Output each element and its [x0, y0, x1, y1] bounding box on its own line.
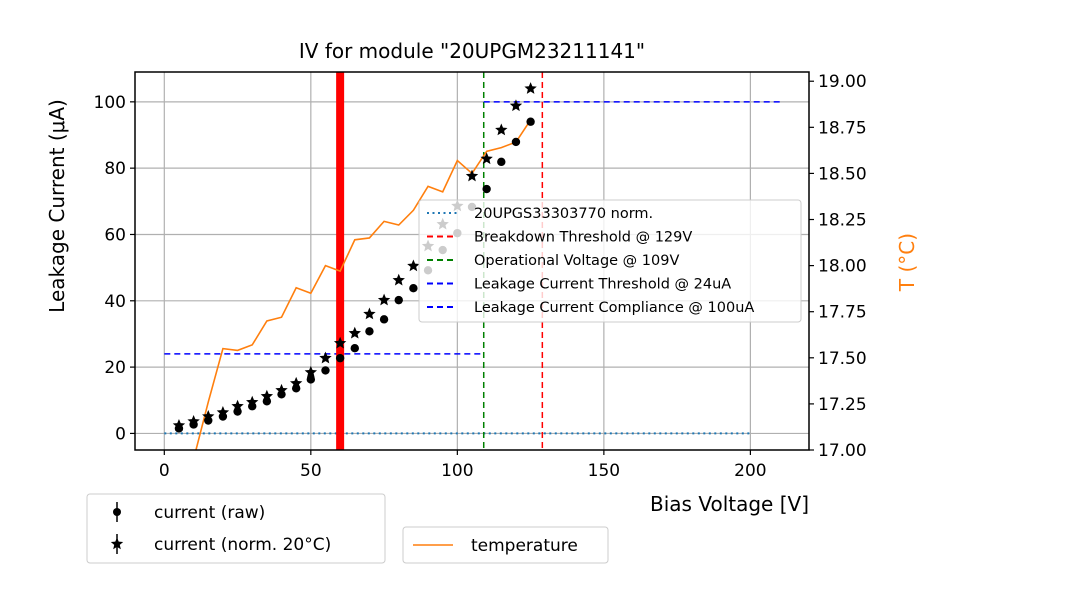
legend-box [418, 199, 802, 323]
y-tick-label: 40 [104, 292, 126, 312]
norm-current-point [377, 293, 391, 306]
norm-current-point [172, 418, 186, 431]
norm-current-point [392, 273, 405, 286]
legend-label: Breakdown Threshold @ 129V [474, 230, 692, 246]
plot-area [164, 72, 780, 450]
legend-label: Operational Voltage @ 109V [474, 253, 679, 269]
norm-current-point [495, 123, 508, 136]
norm-current-point [187, 414, 200, 427]
legend-label: Leakage Current Compliance @ 100uA [474, 300, 754, 316]
legend-thresholds: 20UPGS33303770 norm. Breakdown Threshold … [418, 199, 802, 323]
norm-current-point [333, 336, 347, 349]
legend-star-marker [110, 537, 124, 550]
y-axis-left: 0 20 40 60 80 100 [94, 93, 135, 444]
y-tick-label: 80 [104, 159, 126, 179]
norm-current-point [524, 82, 537, 94]
norm-current-point [246, 395, 259, 408]
norm-current-point [509, 99, 523, 112]
y2-tick-label: 18.75 [818, 118, 867, 138]
raw-current-point [394, 295, 403, 305]
y2-axis-label: T (°C) [895, 233, 919, 292]
legend-label: current (norm. 20°C) [154, 535, 331, 555]
raw-current-point [335, 353, 345, 363]
y2-tick-label: 17.00 [818, 441, 867, 461]
legend-temperature: temperature [402, 526, 609, 564]
raw-current-point [365, 327, 374, 336]
norm-current-point [319, 351, 332, 364]
y2-tick-label: 18.50 [818, 164, 867, 184]
y2-tick-label: 18.25 [818, 211, 867, 231]
norm-current-point [407, 259, 420, 272]
plot-frame [134, 71, 810, 451]
y-tick-label: 20 [104, 358, 126, 378]
x-tick-label: 150 [588, 461, 620, 481]
chart-title: IV for module "20UPGM23211141" [299, 39, 645, 63]
raw-current-point [482, 184, 491, 194]
y2-tick-label: 18.00 [818, 257, 867, 277]
y-tick-label: 60 [104, 225, 126, 245]
legend-label: 20UPGS33303770 norm. [474, 206, 653, 222]
legend-circle-marker [113, 508, 121, 516]
y2-tick-label: 17.25 [818, 395, 867, 415]
raw-current-point [497, 157, 506, 167]
raw-current-point [306, 375, 316, 384]
raw-current-point [526, 117, 535, 126]
y2-tick-label: 17.75 [818, 303, 867, 323]
x-axis: 0 50 100 150 200 [159, 450, 767, 481]
y-tick-label: 100 [94, 93, 126, 113]
x-axis-label: Bias Voltage [V] [650, 492, 809, 516]
x-tick-label: 200 [734, 461, 766, 481]
legend-box [402, 526, 609, 564]
norm-current-point [480, 152, 493, 165]
legend-label: temperature [471, 536, 578, 556]
norm-current-point [304, 365, 318, 378]
y2-tick-label: 19.00 [818, 72, 867, 92]
y-axis-right: 17.00 17.25 17.50 17.75 18.00 18.25 18.50 18.75… [809, 72, 867, 461]
norm-current-point [231, 399, 244, 412]
y-axis-label: Leakage Current (μA) [45, 99, 69, 313]
norm-current-point [275, 383, 288, 396]
raw-current-point [409, 283, 418, 293]
raw-current-point [379, 315, 389, 324]
legend-box [86, 493, 386, 564]
raw-current-point [350, 344, 359, 353]
norm-current-point [216, 406, 230, 418]
legend-label: Leakage Current Threshold @ 24uA [474, 277, 731, 293]
y-tick-label: 0 [115, 424, 126, 444]
x-tick-label: 0 [159, 461, 170, 481]
norm-current-point [289, 376, 303, 389]
norm-current-point [348, 326, 361, 339]
norm-current-point [363, 307, 376, 320]
norm-current-point [465, 169, 479, 182]
norm-current-point [260, 389, 274, 402]
legend-label: current (raw) [154, 503, 265, 523]
y2-tick-label: 17.50 [818, 349, 867, 369]
raw-current-point [511, 137, 521, 147]
raw-current-point [321, 366, 330, 375]
x-tick-label: 100 [441, 461, 473, 481]
legend-current: current (raw) current (norm. 20°C) [86, 493, 386, 564]
x-tick-label: 50 [300, 461, 322, 481]
norm-current-point [202, 410, 215, 422]
